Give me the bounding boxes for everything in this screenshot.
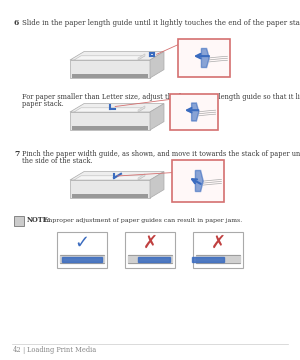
Polygon shape [74,108,145,112]
Text: paper stack.: paper stack. [22,100,64,108]
Text: Slide in the paper length guide until it lightly touches the end of the paper st: Slide in the paper length guide until it… [22,19,300,27]
Polygon shape [138,106,145,112]
Polygon shape [72,126,148,130]
FancyBboxPatch shape [14,216,24,226]
FancyBboxPatch shape [178,39,230,77]
Polygon shape [138,54,145,60]
Text: NOTE:: NOTE: [27,216,51,225]
Polygon shape [72,73,148,78]
Text: Pinch the paper width guide, as shown, and move it towards the stack of paper un: Pinch the paper width guide, as shown, a… [22,150,300,158]
FancyBboxPatch shape [172,160,224,202]
Polygon shape [150,104,164,130]
Polygon shape [195,171,203,192]
Polygon shape [72,194,148,198]
Text: 7: 7 [14,150,20,158]
Polygon shape [70,60,150,78]
Polygon shape [201,49,209,68]
Polygon shape [70,180,150,198]
Text: ✗: ✗ [142,234,158,252]
Text: Loading Print Media: Loading Print Media [27,346,96,354]
Polygon shape [74,176,145,180]
Bar [196,255,240,263]
Polygon shape [150,172,164,198]
Text: the side of the stack.: the side of the stack. [22,157,93,165]
Text: ✗: ✗ [210,234,226,252]
FancyBboxPatch shape [125,232,175,268]
FancyBboxPatch shape [170,94,218,130]
Bar [62,256,102,261]
Polygon shape [150,51,164,78]
Text: For paper smaller than Letter size, adjust the front paper length guide so that : For paper smaller than Letter size, adju… [22,93,300,101]
Polygon shape [192,103,199,121]
Bar [138,256,170,261]
Bar [128,255,172,263]
Bar [60,255,104,263]
Polygon shape [74,56,145,60]
Polygon shape [70,104,164,112]
Text: Z: Z [16,217,22,224]
Polygon shape [138,174,145,180]
Polygon shape [70,51,164,60]
Polygon shape [70,112,150,130]
FancyBboxPatch shape [57,232,107,268]
Text: ✓: ✓ [74,234,90,252]
Text: 42: 42 [13,346,22,354]
Text: Improper adjustment of paper guides can result in paper jams.: Improper adjustment of paper guides can … [42,218,242,223]
Text: 6: 6 [14,19,19,27]
Bar [192,256,224,261]
FancyBboxPatch shape [193,232,243,268]
Text: |: | [22,346,24,354]
Polygon shape [70,172,164,180]
